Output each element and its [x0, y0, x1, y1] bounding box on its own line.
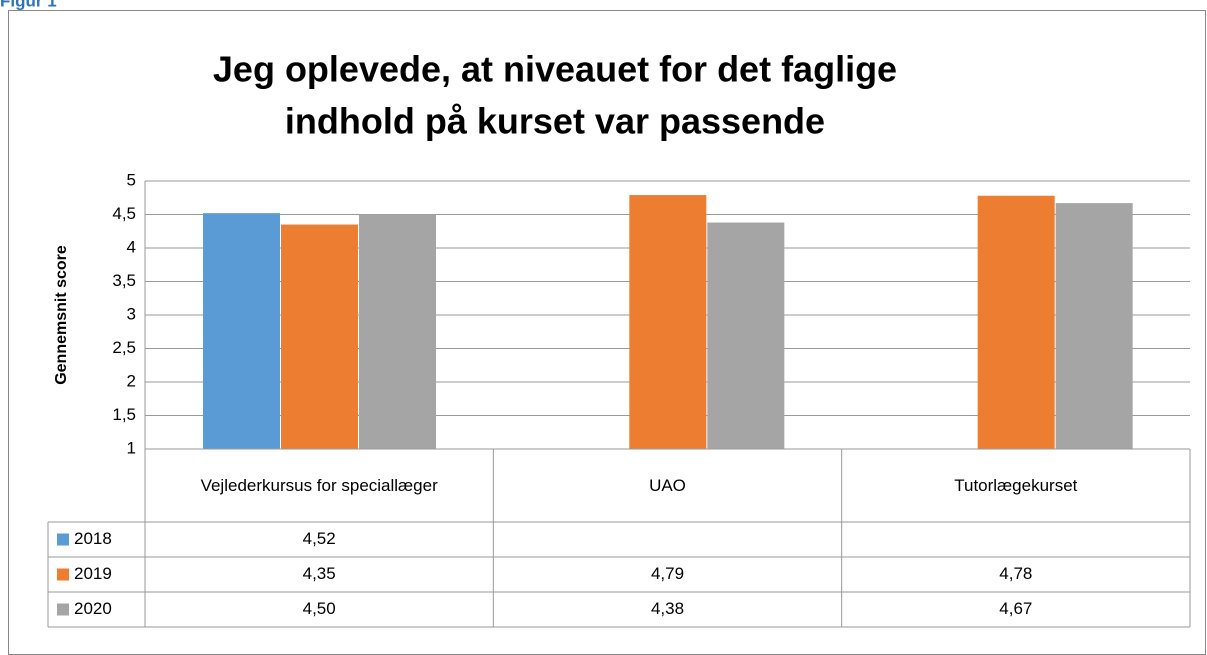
legend-key: [57, 533, 69, 546]
legend-label: 2020: [74, 599, 112, 618]
y-tick-label: 3: [127, 304, 136, 323]
y-axis-label: Gennemsnit score: [53, 245, 70, 385]
data-label: 4,67: [999, 599, 1032, 618]
bar: [359, 214, 436, 449]
y-tick-label: 1: [127, 438, 136, 457]
data-label: 4,79: [651, 564, 684, 583]
data-label: 4,50: [303, 599, 336, 618]
data-label: 4,35: [303, 564, 336, 583]
x-tick-label-box: UAO: [649, 475, 686, 495]
bar: [1055, 203, 1133, 449]
y-tick-label: 3,5: [112, 271, 136, 290]
bar: [203, 213, 280, 449]
bar: [629, 195, 707, 449]
y-tick-label: 4,5: [112, 204, 136, 223]
x-tick-label: Tutorlægekurset: [954, 475, 1078, 495]
x-tick-label: Vejlederkursus for speciallæger: [200, 475, 438, 495]
legend-key: [57, 568, 69, 581]
figure-label: Figur 1: [0, 0, 57, 10]
data-label: 4,78: [999, 564, 1032, 583]
y-tick-label: 4: [127, 237, 136, 256]
x-tick-label-box: Vejlederkursus for speciallæger: [200, 475, 438, 495]
x-tick-label-box: Tutorlægekurset: [954, 475, 1078, 495]
chart-title: Jeg oplevede, at niveauet for det faglig…: [213, 49, 897, 90]
x-tick-label: UAO: [649, 475, 686, 495]
bar: [707, 222, 785, 449]
bar: [281, 224, 358, 449]
y-tick-label: 2,5: [112, 338, 136, 357]
y-tick-label: 1,5: [112, 405, 136, 424]
y-tick-label: 5: [127, 170, 136, 189]
data-label: 4,38: [651, 599, 684, 618]
legend-label: 2018: [74, 529, 112, 548]
legend-label: 2019: [74, 564, 112, 583]
chart-title: indhold på kurset var passende: [285, 101, 825, 142]
bar: [977, 195, 1055, 449]
y-tick-label: 2: [127, 371, 136, 390]
legend-key: [57, 603, 69, 616]
data-label: 4,52: [303, 529, 336, 548]
